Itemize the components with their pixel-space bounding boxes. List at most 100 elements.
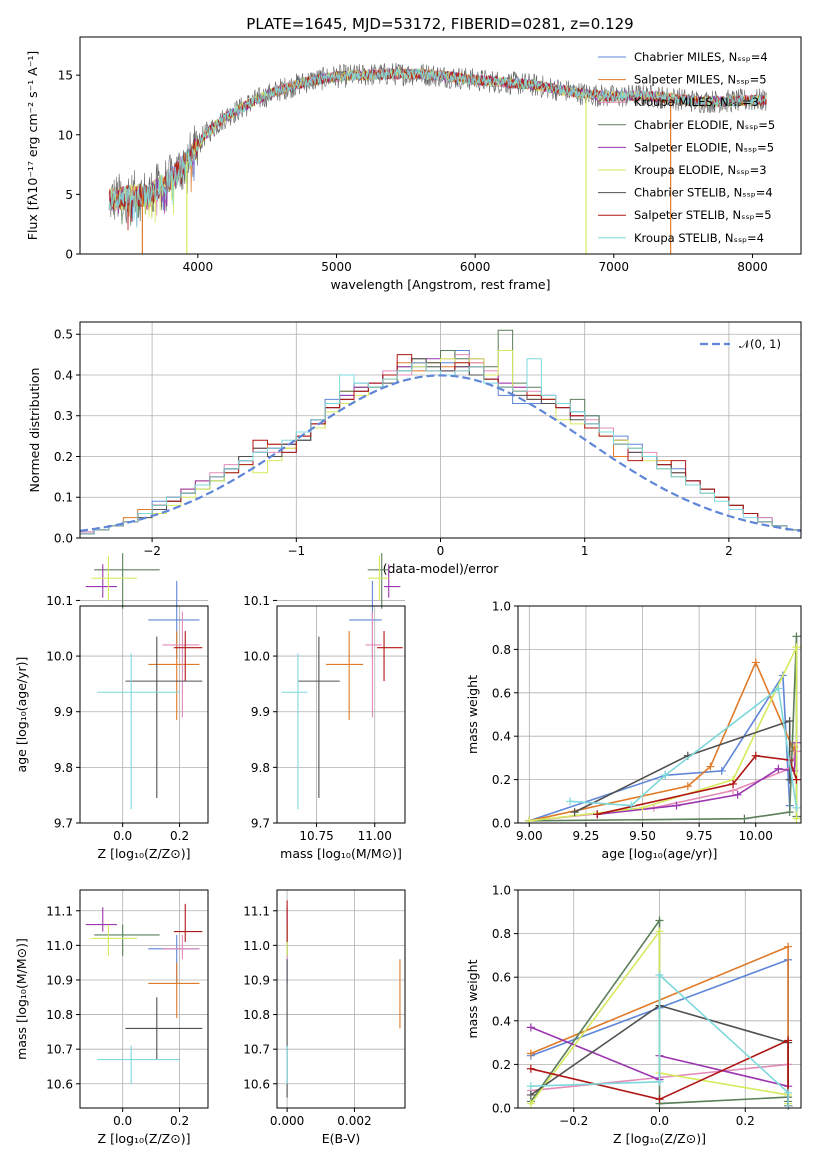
weight-marker-kroupa_stelib bbox=[655, 971, 664, 980]
weight-marker-salpeter_elodie bbox=[774, 764, 783, 773]
weight-marker-salpeter_stelib bbox=[751, 751, 760, 760]
weight-marker-salpeter_miles bbox=[683, 782, 692, 791]
plot-area bbox=[80, 329, 801, 535]
y-tick-label: 9.8 bbox=[251, 761, 270, 775]
weight-marker-chabrier_stelib bbox=[526, 1090, 535, 1099]
y-tick-label: 0.6 bbox=[492, 971, 511, 985]
weight-marker-salpeter_miles bbox=[751, 658, 760, 667]
y-tick-label: 0.4 bbox=[54, 368, 73, 382]
x-axis-label: mass [log₁₀(M/M⊙)] bbox=[280, 846, 402, 861]
y-tick-label: 10.0 bbox=[243, 650, 270, 664]
plot-area bbox=[85, 553, 203, 810]
panel-residuals: −2 −1 0 1 2 0.0 0.1 0.2 0.3 0.4 0.5 (data-model)/er… bbox=[27, 321, 802, 576]
plot-area bbox=[525, 632, 801, 825]
y-tick-label: 10.8 bbox=[46, 1008, 73, 1022]
x-axis-label: Z [log₁₀(Z/Z⊙)] bbox=[98, 846, 191, 861]
weight-line-chabrier_stelib bbox=[574, 719, 791, 813]
y-tick-label: 0.8 bbox=[492, 643, 511, 657]
weight-marker-kroupa_elodie bbox=[655, 927, 664, 936]
weight-marker-chabrier_miles bbox=[717, 766, 726, 775]
weight-marker-kroupa_stelib bbox=[655, 1077, 664, 1086]
x-tick-label: 0.0 bbox=[650, 1114, 669, 1128]
y-axis-label: mass weight bbox=[465, 959, 480, 1038]
weight-line-chabrier_miles bbox=[529, 672, 791, 822]
y-tick-label: 10.1 bbox=[243, 594, 270, 608]
weight-marker-salpeter_stelib bbox=[593, 810, 602, 819]
legend-label-kroupa_stelib: Kroupa STELIB, Nₛₛₚ=4 bbox=[634, 231, 764, 245]
legend-label-kroupa_miles: Kroupa MILES, Nₛₛₚ=3 bbox=[634, 95, 759, 109]
weight-marker-kroupa_stelib bbox=[526, 1082, 535, 1091]
weight-marker-salpeter_miles bbox=[526, 1049, 535, 1058]
y-tick-label: 1.0 bbox=[492, 884, 511, 898]
y-tick-label: 0.4 bbox=[492, 730, 511, 744]
x-tick-label: 5000 bbox=[321, 260, 352, 274]
y-tick-label: 0.2 bbox=[492, 773, 511, 787]
x-tick-label: 9.25 bbox=[573, 829, 600, 843]
x-axis-label: age [log₁₀(age/yr)] bbox=[602, 846, 718, 861]
axes-frame bbox=[276, 605, 406, 824]
x-tick-label: −0.2 bbox=[559, 1114, 588, 1128]
x-tick-label: 0.0 bbox=[113, 1114, 132, 1128]
weight-marker-salpeter_elodie bbox=[733, 790, 742, 799]
y-tick-label: 9.9 bbox=[251, 705, 270, 719]
weight-marker-salpeter_stelib bbox=[792, 775, 801, 784]
weight-marker-kroupa_elodie bbox=[526, 1099, 535, 1108]
weight-marker-salpeter_miles bbox=[784, 942, 793, 951]
weight-marker-salpeter_stelib bbox=[655, 1095, 664, 1104]
spectrum-line-kroupa_stelib bbox=[108, 68, 767, 229]
legend-label-chabrier_miles: Chabrier MILES, Nₛₛₚ=4 bbox=[634, 50, 768, 64]
y-tick-label: 0.3 bbox=[54, 409, 73, 423]
panel-spectrum: 4000 5000 6000 7000 8000 0 5 10 15 wavelength [An… bbox=[25, 36, 802, 292]
axes-frame bbox=[79, 36, 802, 255]
y-tick-label: 10.7 bbox=[243, 1043, 270, 1057]
histogram-kroupa_stelib bbox=[80, 358, 801, 535]
y-tick-label: 0.4 bbox=[492, 1014, 511, 1028]
x-axis-label: Z [log₁₀(Z/Z⊙)] bbox=[613, 1131, 706, 1146]
weight-marker-chabrier_elodie bbox=[785, 808, 794, 817]
y-tick-label: 5 bbox=[65, 188, 73, 202]
x-tick-label: 10.75 bbox=[299, 829, 333, 843]
legend-label-salpeter_miles: Salpeter MILES, Nₛₛₚ=5 bbox=[634, 73, 767, 87]
y-tick-label: 10.8 bbox=[243, 1008, 270, 1022]
x-tick-label: 0 bbox=[437, 544, 445, 558]
legend-label-chabrier_stelib: Chabrier STELIB, Nₛₛₚ=4 bbox=[634, 186, 773, 200]
weight-marker-salpeter_stelib bbox=[526, 1064, 535, 1073]
y-tick-label: 0.6 bbox=[492, 686, 511, 700]
y-tick-label: 10.0 bbox=[46, 650, 73, 664]
x-tick-label: 8000 bbox=[737, 260, 768, 274]
x-tick-label: 0.2 bbox=[170, 1114, 189, 1128]
legend-label-salpeter_stelib: Salpeter STELIB, Nₛₛₚ=5 bbox=[634, 208, 772, 222]
panel-weight_vs_Z: −0.2 0.0 0.2 0.0 0.2 0.4 0.6 0.8 1.0 Z [log₁₀(Z/Z… bbox=[465, 884, 802, 1146]
weight-marker-kroupa_stelib bbox=[784, 1088, 793, 1097]
weight-marker-salpeter_miles bbox=[706, 762, 715, 771]
y-tick-label: 0.5 bbox=[54, 328, 73, 342]
x-tick-label: 10.00 bbox=[739, 829, 773, 843]
y-axis-label: mass [log₁₀(M/M⊙)] bbox=[14, 938, 29, 1060]
x-tick-label: 0.2 bbox=[170, 829, 189, 843]
legend-label-chabrier_elodie: Chabrier ELODIE, Nₛₛₚ=5 bbox=[634, 118, 775, 132]
weight-marker-chabrier_elodie bbox=[655, 916, 664, 925]
y-tick-label: 0.8 bbox=[492, 927, 511, 941]
y-tick-label: 0.2 bbox=[54, 450, 73, 464]
y-axis-label: Normed distribution bbox=[27, 368, 42, 493]
weight-marker-chabrier_stelib bbox=[570, 808, 579, 817]
weight-marker-kroupa_stelib bbox=[784, 1101, 793, 1110]
panel-mass_vs_ebv: 0.000 0.002 10.6 10.7 10.8 10.9 11.0 11.1 E(B-V) bbox=[243, 889, 406, 1146]
y-tick-label: 0.0 bbox=[492, 817, 511, 831]
axes-frame bbox=[276, 889, 406, 1109]
plot-area bbox=[526, 916, 793, 1110]
x-tick-label: 0.2 bbox=[736, 1114, 755, 1128]
x-tick-label: 1 bbox=[581, 544, 589, 558]
plot-area bbox=[281, 553, 403, 810]
weight-line-salpeter_elodie bbox=[597, 742, 798, 816]
spectrum-line-salpeter_stelib bbox=[108, 68, 767, 231]
y-tick-label: 0.0 bbox=[492, 1102, 511, 1116]
y-tick-label: 10.6 bbox=[46, 1077, 73, 1091]
y-tick-label: 10.9 bbox=[46, 973, 73, 987]
panel-age_vs_Z: 0.0 0.2 9.7 9.8 9.9 10.0 10.1 Z [log₁₀(Z/Z⊙)] ag… bbox=[14, 553, 209, 861]
legend-label-salpeter_elodie: Salpeter ELODIE, Nₛₛₚ=5 bbox=[634, 140, 774, 154]
y-tick-label: 9.7 bbox=[54, 817, 73, 831]
plot-area bbox=[85, 903, 203, 1084]
weight-marker-salpeter_stelib bbox=[729, 779, 738, 788]
